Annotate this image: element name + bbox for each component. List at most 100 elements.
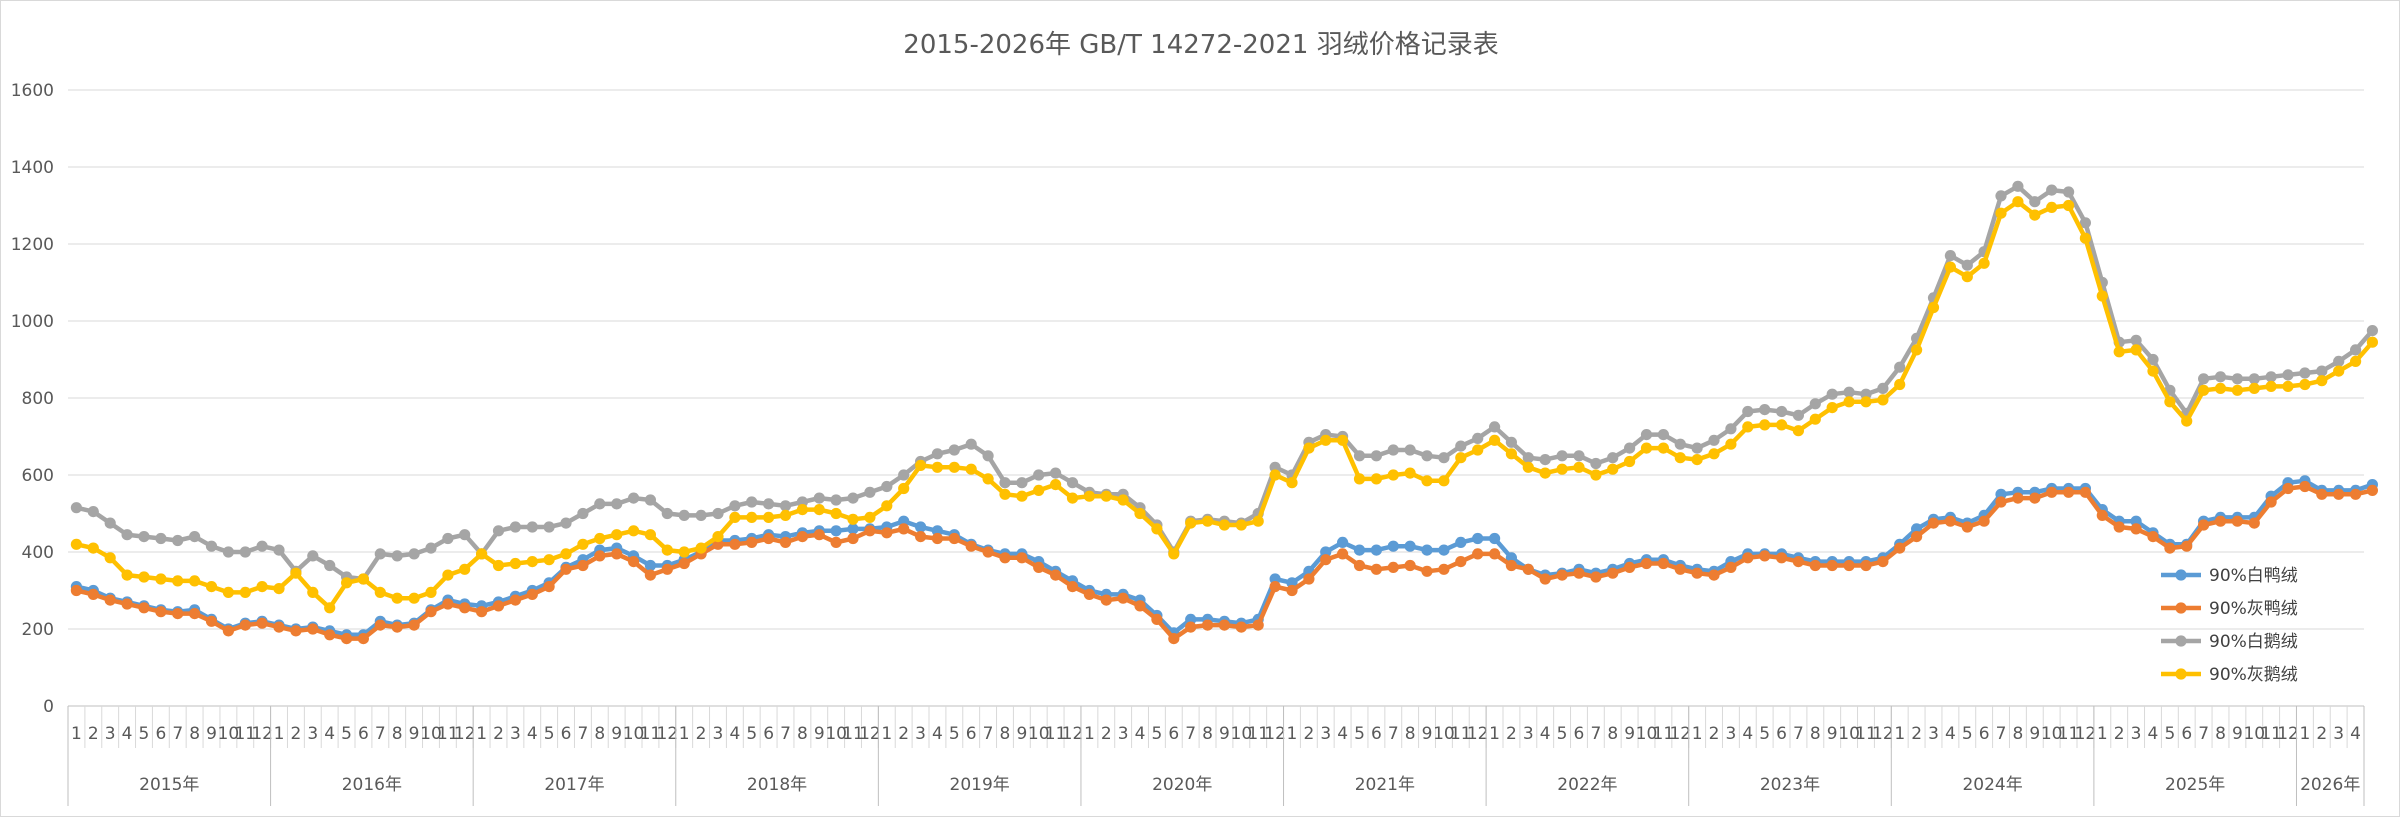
series-3-point <box>763 498 775 510</box>
series-3-point <box>1640 429 1653 441</box>
series-2-point <box>628 556 640 568</box>
series-2-point <box>1269 581 1281 593</box>
x-month-label: 10 <box>1636 724 1658 744</box>
series-4-point <box>1202 515 1214 527</box>
series-2-point <box>2214 515 2227 527</box>
series-3-point <box>1050 467 1062 479</box>
series-4-point <box>476 548 488 560</box>
x-year-label: 2023年 <box>1760 775 1820 795</box>
x-month-label: 12 <box>251 724 273 744</box>
series-3-point <box>2214 371 2227 383</box>
series-4-point <box>1117 494 1129 506</box>
series-4-point <box>87 542 99 554</box>
series-4-point <box>239 586 251 599</box>
series-3-point <box>1522 452 1534 464</box>
series-4-point <box>155 573 167 585</box>
x-month-label: 10 <box>420 724 442 744</box>
series-2-point <box>121 598 133 610</box>
x-month-label: 4 <box>932 724 943 744</box>
series-2-point <box>1742 552 1754 564</box>
series-2-point <box>2366 484 2378 496</box>
x-month-label: 3 <box>1523 724 1534 744</box>
series-2-point <box>1573 567 1585 579</box>
x-month-label: 8 <box>189 724 200 744</box>
series-2-point <box>2248 517 2260 529</box>
series-2-point <box>644 569 657 581</box>
series-3-point <box>577 507 589 520</box>
series-4-point <box>2214 382 2227 394</box>
x-month-label: 12 <box>859 724 881 744</box>
series-2-point <box>2333 488 2345 500</box>
series-3-point <box>2130 334 2142 346</box>
series-3-point <box>1607 452 1619 464</box>
series-4-point <box>661 544 673 556</box>
series-4-point <box>1168 548 1180 560</box>
y-tick-label: 1600 <box>11 81 54 101</box>
x-month-label: 4 <box>1945 724 1956 744</box>
series-4-point <box>1539 467 1551 479</box>
series-4-point <box>1826 402 1838 414</box>
series-3-point <box>2299 367 2311 379</box>
series-2-point <box>1640 557 1653 570</box>
y-tick-label: 1400 <box>11 158 54 178</box>
series-3-point <box>222 546 234 558</box>
series-4-point <box>577 538 589 550</box>
series-4-point <box>898 482 910 495</box>
series-4-point <box>1455 452 1467 464</box>
series-1-point <box>1995 488 2007 500</box>
series-3-point <box>1404 444 1416 456</box>
x-month-label: 10 <box>1231 724 1253 744</box>
series-2-point <box>138 602 150 614</box>
series-4-point <box>1573 461 1585 473</box>
series-4-point <box>1776 419 1788 431</box>
x-month-label: 11 <box>1045 724 1067 744</box>
series-4-point <box>1235 519 1247 531</box>
series-3-point <box>2029 196 2041 208</box>
x-year-label: 2018年 <box>747 775 807 795</box>
series-2-point <box>729 538 741 550</box>
series-4-point <box>1691 454 1703 466</box>
series-4-point <box>695 542 707 554</box>
x-month-label: 11 <box>1450 724 1472 744</box>
series-1-line <box>74 478 2375 638</box>
series-3-point <box>2265 371 2277 383</box>
series-3-point <box>307 550 319 562</box>
series-3-point <box>526 521 538 533</box>
series-2-point <box>1033 561 1045 574</box>
series-4-point <box>763 511 775 523</box>
series-3-point <box>1573 450 1585 462</box>
x-month-label: 2 <box>493 724 504 744</box>
x-month-label: 9 <box>1219 724 1230 744</box>
x-month-label: 4 <box>1337 724 1348 744</box>
x-month-label: 6 <box>1371 724 1382 744</box>
series-3-point <box>594 498 606 510</box>
series-2-point <box>256 617 268 629</box>
series-1-point <box>1421 544 1433 556</box>
x-month-label: 10 <box>623 724 645 744</box>
series-1-point <box>1337 536 1349 549</box>
x-month-label: 11 <box>437 724 459 744</box>
series-3-point <box>628 492 640 504</box>
series-2-point <box>577 559 589 572</box>
series-4-point <box>2046 201 2058 213</box>
series-4-point <box>543 554 555 566</box>
series-4-point <box>881 500 893 512</box>
x-month-label: 1 <box>2299 724 2310 744</box>
series-4-point <box>1911 344 1923 356</box>
y-tick-label: 600 <box>22 466 54 486</box>
series-2-point <box>1961 521 1973 533</box>
series-3-point <box>1759 404 1771 416</box>
series-4-point <box>2299 378 2311 391</box>
series-3-point <box>374 548 386 560</box>
series-4-point <box>1927 301 1940 314</box>
x-month-label: 4 <box>1540 724 1551 744</box>
series-2-point <box>1944 515 1956 527</box>
x-month-label: 11 <box>842 724 864 744</box>
series-2-point <box>813 529 825 541</box>
series-4-point <box>1961 271 1973 283</box>
series-2-point <box>611 548 623 560</box>
x-month-label: 7 <box>1590 724 1601 744</box>
series-2-point <box>290 625 302 637</box>
series-2-point <box>104 594 116 606</box>
x-month-label: 3 <box>307 724 318 744</box>
